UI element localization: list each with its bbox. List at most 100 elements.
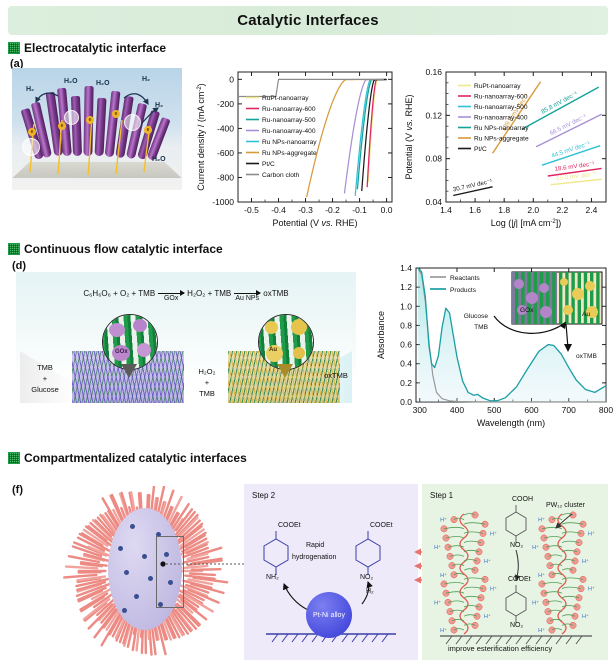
annotation-h2o: H₂O (64, 78, 78, 85)
step2-title: Step 2 (252, 491, 276, 500)
reaction-intermediate: H₂O₂ + TMB (187, 288, 232, 298)
feed-label-mid: H₂O₂ + TMB (186, 366, 228, 399)
svg-text:0.04: 0.04 (425, 197, 442, 207)
svg-text:800: 800 (599, 405, 613, 415)
gox-particle (137, 343, 151, 357)
substituent-no2: NO₂ (360, 574, 374, 581)
substrate-cooet: COOEt (508, 576, 531, 583)
svg-text:H⁺: H⁺ (538, 517, 545, 524)
feed-tmb: TMB (199, 389, 215, 398)
product-label-oxtmb: oxTMB (324, 371, 348, 380)
hydrogen-label: H₂ (366, 588, 374, 595)
svg-text:Glucose: Glucose (464, 313, 489, 320)
svg-text:Carbon cloth: Carbon cloth (262, 172, 300, 179)
reaction-product: oxTMB (263, 288, 289, 298)
au-particle (266, 345, 283, 362)
svg-text:700: 700 (562, 405, 576, 415)
magnifier-label-au: Au (269, 347, 277, 353)
feed-plus: + (42, 374, 48, 383)
svg-text:1.2: 1.2 (400, 282, 412, 292)
svg-text:Ru-nanoarray-600: Ru-nanoarray-600 (474, 94, 528, 101)
svg-text:Ru-nanoarray-400: Ru-nanoarray-400 (262, 128, 316, 135)
step2-panel: Step 2 (244, 484, 418, 660)
svg-text:Potential (V vs. RHE): Potential (V vs. RHE) (404, 94, 414, 179)
svg-text:1.8: 1.8 (498, 205, 510, 215)
svg-text:15.0 mV dec⁻¹: 15.0 mV dec⁻¹ (556, 171, 597, 182)
svg-text:-1000: -1000 (212, 197, 234, 207)
step1-caption: improve esterification efficiency (448, 644, 553, 653)
section-header-electrocatalytic: Electrocatalytic interface (8, 41, 166, 55)
svg-text:0.2: 0.2 (400, 378, 412, 388)
svg-text:H⁺: H⁺ (434, 544, 441, 551)
svg-text:1.0: 1.0 (400, 301, 412, 311)
metal-site (142, 554, 147, 559)
feed-label-left: TMB + Glucose (20, 362, 70, 395)
svg-text:-0.3: -0.3 (298, 205, 313, 215)
substituent-cooet-right: COOEt (370, 522, 393, 529)
arrow-label-gox: GOx (163, 294, 179, 302)
svg-text:0: 0 (229, 74, 234, 84)
svg-text:2.4: 2.4 (586, 205, 598, 215)
metal-site (156, 532, 161, 537)
substrate-cooh: COOH (512, 496, 533, 503)
callout-leader (160, 561, 250, 567)
panel-f-illustration: Step 2 (8, 478, 608, 664)
section-header-compartmentalized: Compartmentalized catalytic interfaces (8, 451, 247, 465)
feed-h2o2: H₂O₂ (198, 367, 216, 376)
dendritic-nanoparticle (60, 480, 230, 656)
svg-text:Ru-nanoarray-400: Ru-nanoarray-400 (474, 115, 528, 122)
svg-text:H⁺: H⁺ (490, 586, 497, 593)
svg-text:Ru-nanoarray-600: Ru-nanoarray-600 (262, 106, 316, 113)
svg-text:TMB: TMB (474, 324, 489, 331)
metal-site (124, 570, 129, 575)
magnifier-gox: GOx (102, 314, 158, 370)
svg-text:-0.5: -0.5 (244, 205, 259, 215)
panel-d-illustration: C₆H₆O₆ + O₂ + TMB GOx H₂O₂ + TMB Au NPs … (16, 272, 356, 417)
svg-text:H⁺: H⁺ (532, 544, 539, 551)
section-label: Compartmentalized catalytic interfaces (24, 451, 247, 465)
au-particle (291, 319, 307, 335)
svg-text:-800: -800 (217, 172, 234, 182)
svg-text:RuPt-nanoarray: RuPt-nanoarray (262, 95, 309, 102)
section-header-continuous-flow: Continuous flow catalytic interface (8, 242, 223, 256)
svg-text:H⁺: H⁺ (484, 558, 491, 565)
svg-text:H⁺: H⁺ (440, 517, 447, 524)
metal-site (158, 602, 163, 607)
svg-text:-600: -600 (217, 148, 234, 158)
svg-text:H⁺: H⁺ (532, 599, 539, 606)
electron-icon: e (144, 126, 152, 134)
svg-text:GOx: GOx (520, 307, 534, 314)
svg-text:0.6: 0.6 (400, 340, 412, 350)
bubble (64, 110, 79, 125)
metal-site (122, 608, 127, 613)
svg-text:Products: Products (450, 287, 477, 294)
svg-text:-0.2: -0.2 (325, 205, 340, 215)
svg-text:0.08: 0.08 (425, 154, 442, 164)
electron-icon: e (112, 110, 120, 118)
page-title: Catalytic Interfaces (237, 12, 379, 29)
panel-label-a: (a) (10, 58, 24, 70)
svg-text:300: 300 (413, 405, 427, 415)
svg-text:0.16: 0.16 (425, 67, 442, 77)
svg-text:600: 600 (524, 405, 538, 415)
magnifier-label-gox: GOx (115, 349, 128, 355)
svg-text:-200: -200 (217, 99, 234, 109)
svg-text:1.4: 1.4 (440, 205, 452, 215)
section-label: Continuous flow catalytic interface (24, 242, 223, 256)
electron-icon: e (28, 128, 36, 136)
feed-glucose: Glucose (31, 385, 59, 394)
svg-text:0.8: 0.8 (400, 320, 412, 330)
panel-b-chart: -0.5 -0.4 -0.3 -0.2 -0.1 0.0 0 -200 -400 -600 -800… (192, 56, 397, 236)
section-marker-icon (8, 243, 20, 255)
svg-text:H⁺: H⁺ (582, 613, 589, 620)
svg-text:Ru NPs-aggregate: Ru NPs-aggregate (262, 150, 317, 157)
section-marker-icon (8, 452, 20, 464)
bubble (22, 138, 40, 156)
electron-icon: e (86, 116, 94, 124)
pt-ni-alloy-particle: Pt-Ni alloy (306, 592, 352, 638)
reaction-arrow-aunps: Au NPs (234, 290, 262, 302)
magnifier-au: Au (258, 314, 314, 370)
au-particle (293, 347, 305, 359)
substituent-cooet-left: COOEt (278, 522, 301, 529)
